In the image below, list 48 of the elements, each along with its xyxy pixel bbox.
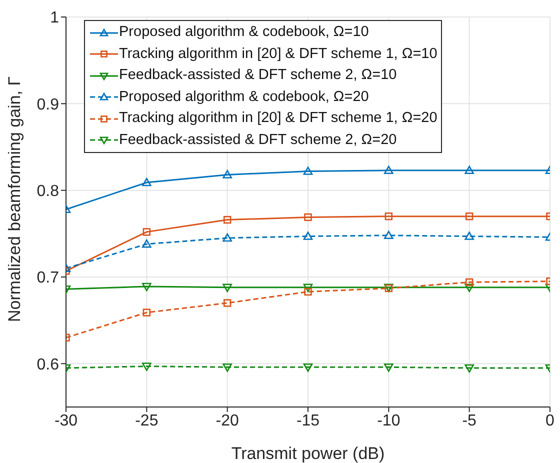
point <box>303 232 313 240</box>
point <box>303 166 313 175</box>
point <box>465 212 474 220</box>
y-tick-label: 1 <box>50 10 60 27</box>
legend-label: Feedback-assisted & DFT scheme 2, Ω=10 <box>119 66 397 85</box>
point <box>464 166 474 174</box>
x-tick-label: -25 <box>135 412 158 430</box>
point <box>384 230 394 240</box>
point <box>142 282 152 292</box>
point <box>303 363 313 372</box>
y-tick-label: 0.6 <box>36 356 60 374</box>
point <box>223 216 232 224</box>
point <box>222 284 232 292</box>
legend-label: Proposed algorithm & codebook, Ω=10 <box>119 23 369 42</box>
point <box>142 239 152 248</box>
y-tick-label: 0.8 <box>36 183 60 200</box>
point <box>303 284 313 292</box>
legend-label: Tracking algorithm in [20] & DFT scheme 1, Ω=10 <box>119 44 438 64</box>
point <box>222 363 232 372</box>
point <box>142 178 152 186</box>
x-tick-label: -20 <box>216 412 239 430</box>
point <box>464 364 474 373</box>
x-tick-label: 0 <box>546 412 555 430</box>
point <box>464 232 474 240</box>
point <box>222 233 232 242</box>
point <box>384 212 393 220</box>
x-tick-label: -5 <box>462 412 477 430</box>
y-axis-title: Normalized beamforming gain, Γ <box>5 76 24 322</box>
point <box>464 284 474 292</box>
y-tick-label: 0.9 <box>36 96 60 114</box>
x-tick-label: -10 <box>377 412 400 430</box>
y-tick-label: 0.7 <box>36 270 60 287</box>
point <box>223 299 232 307</box>
point <box>384 166 394 174</box>
legend-label: Proposed algorithm & codebook, Ω=20 <box>119 88 369 106</box>
x-tick-label: -15 <box>296 412 320 430</box>
point <box>465 278 474 286</box>
point <box>142 228 151 236</box>
legend-label: Tracking algorithm in [20] & DFT scheme 1, Ω=20 <box>119 109 438 128</box>
x-axis-title: Transmit power (dB) <box>231 444 385 463</box>
point <box>304 213 312 222</box>
x-tick-label: -30 <box>54 412 78 430</box>
legend-label: Feedback-assisted & DFT scheme 2, Ω=20 <box>119 130 397 150</box>
point <box>142 362 152 371</box>
point <box>142 308 151 316</box>
point <box>304 288 312 296</box>
point <box>384 363 394 372</box>
point <box>222 170 232 178</box>
